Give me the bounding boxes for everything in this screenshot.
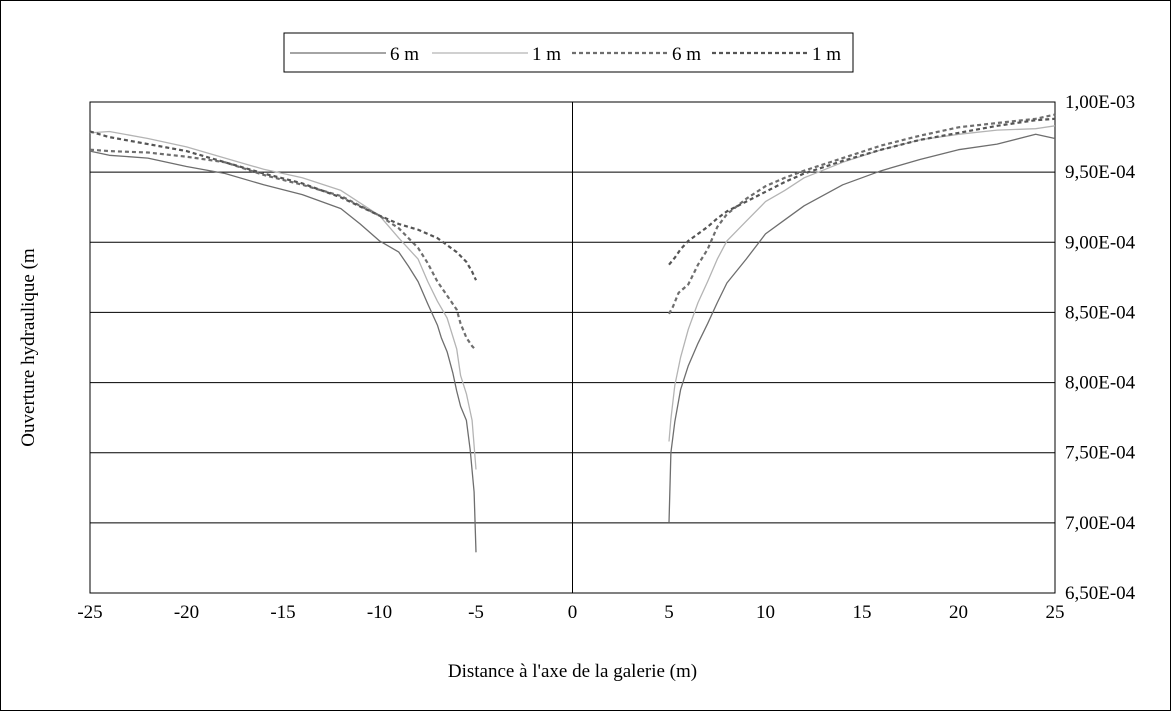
series-line-4-segment-2 xyxy=(668,117,1056,266)
series-line-3-segment-1 xyxy=(89,148,477,352)
y-tick-label: 7,50E-04 xyxy=(1065,443,1136,464)
series-line-2-segment-1 xyxy=(89,130,477,470)
x-tick-label: -10 xyxy=(367,602,392,623)
x-tick-label: -20 xyxy=(174,602,199,623)
x-tick-label: -5 xyxy=(468,602,484,623)
x-tick-label: 0 xyxy=(568,602,578,623)
y-tick-label: 9,50E-04 xyxy=(1065,162,1136,183)
series-line-1-segment-2 xyxy=(668,133,1056,523)
x-tick-label: 25 xyxy=(1046,602,1065,623)
x-tick-label: 15 xyxy=(853,602,872,623)
series-line-2-segment-2 xyxy=(668,125,1056,442)
x-tick-label: 5 xyxy=(664,602,674,623)
y-axis-label: Ouverture hydraulique (m xyxy=(18,248,39,447)
legend-label: 6 m xyxy=(672,44,701,65)
x-tick-label: -15 xyxy=(270,602,295,623)
y-tick-label: 6,50E-04 xyxy=(1065,583,1136,604)
x-axis-label: Distance à l'axe de la galerie (m) xyxy=(448,661,697,682)
y-tick-label: 8,50E-04 xyxy=(1065,302,1136,323)
legend: 6 m 1 m 6 m 1 m xyxy=(283,32,854,73)
legend-label: 1 m xyxy=(812,44,841,65)
y-tick-label: 8,00E-04 xyxy=(1065,373,1136,394)
legend-items: 6 m 1 m 6 m 1 m xyxy=(290,44,841,65)
series-line-3-segment-2 xyxy=(668,113,1056,315)
x-tick-label: 20 xyxy=(949,602,968,623)
y-tick-label: 7,00E-04 xyxy=(1065,513,1136,534)
series-lines xyxy=(89,113,1056,553)
x-tick-label: 10 xyxy=(756,602,775,623)
series-line-4-segment-1 xyxy=(89,130,477,281)
x-axis-tick-labels: -25 -20 -15 -10 -5 0 5 10 15 20 25 xyxy=(77,602,1064,623)
legend-label: 6 m xyxy=(390,44,419,65)
y-tick-label: 9,00E-04 xyxy=(1065,232,1136,253)
x-tick-label: -25 xyxy=(77,602,102,623)
legend-label: 1 m xyxy=(532,44,561,65)
y-axis-tick-labels: 6,50E-04 7,00E-04 7,50E-04 8,00E-04 8,50E-04… xyxy=(1065,92,1136,604)
y-tick-label: 1,00E-03 xyxy=(1065,92,1135,113)
series-line-1-segment-1 xyxy=(89,150,477,553)
